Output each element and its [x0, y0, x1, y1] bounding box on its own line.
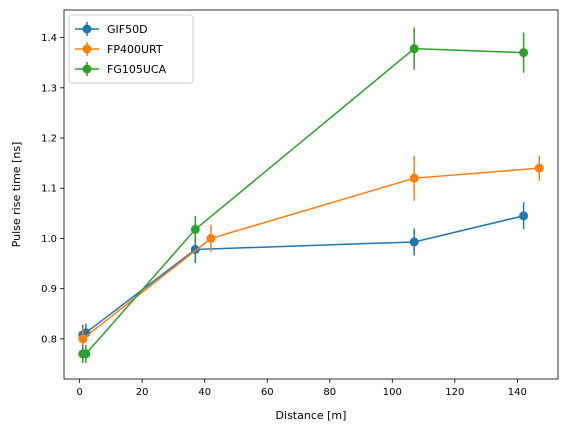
y-axis-label: Pulse rise time [ns] — [10, 142, 23, 248]
data-point — [78, 334, 87, 343]
series-gif50d — [78, 202, 528, 345]
y-tick-label: 0.8 — [41, 334, 57, 345]
y-tick-label: 1.0 — [41, 234, 57, 245]
data-point — [191, 225, 200, 234]
series-line — [83, 49, 524, 354]
legend-label: FP400URT — [107, 43, 163, 56]
data-point — [410, 44, 419, 53]
data-point — [519, 48, 528, 57]
legend: GIF50D FP400URT FG105UCA — [69, 15, 193, 83]
y-tick-label: 1.1 — [41, 184, 57, 195]
x-axis-label: Distance [m] — [276, 409, 347, 422]
y-tick-label: 0.9 — [41, 284, 57, 295]
series-line — [83, 168, 539, 339]
x-tick-label: 140 — [508, 387, 527, 398]
x-tick-label: 60 — [261, 387, 274, 398]
series-fp400urt — [78, 156, 543, 350]
x-tick-label: 80 — [323, 387, 336, 398]
data-point — [410, 174, 419, 183]
legend-marker — [83, 25, 92, 34]
x-tick-label: 120 — [445, 387, 464, 398]
y-tick-label: 1.4 — [41, 33, 57, 44]
y-tick-label: 1.2 — [41, 134, 57, 145]
data-point — [410, 237, 419, 246]
data-point — [206, 234, 215, 243]
legend-marker — [83, 65, 92, 74]
legend-label: GIF50D — [107, 23, 148, 36]
axis-ticks: 0 20 40 60 80 100 120 140 0.8 0.9 1.0 1.1 1.2 1.3 1.4 — [41, 33, 527, 398]
data-point — [519, 211, 528, 220]
series-line — [83, 216, 524, 335]
y-tick-label: 1.3 — [41, 83, 57, 94]
legend-marker — [83, 45, 92, 54]
x-tick-label: 100 — [383, 387, 402, 398]
data-point — [81, 349, 90, 358]
x-tick-label: 0 — [76, 387, 82, 398]
data-point — [535, 164, 544, 173]
x-tick-label: 20 — [136, 387, 149, 398]
x-tick-label: 40 — [198, 387, 211, 398]
legend-label: FG105UCA — [107, 63, 167, 76]
